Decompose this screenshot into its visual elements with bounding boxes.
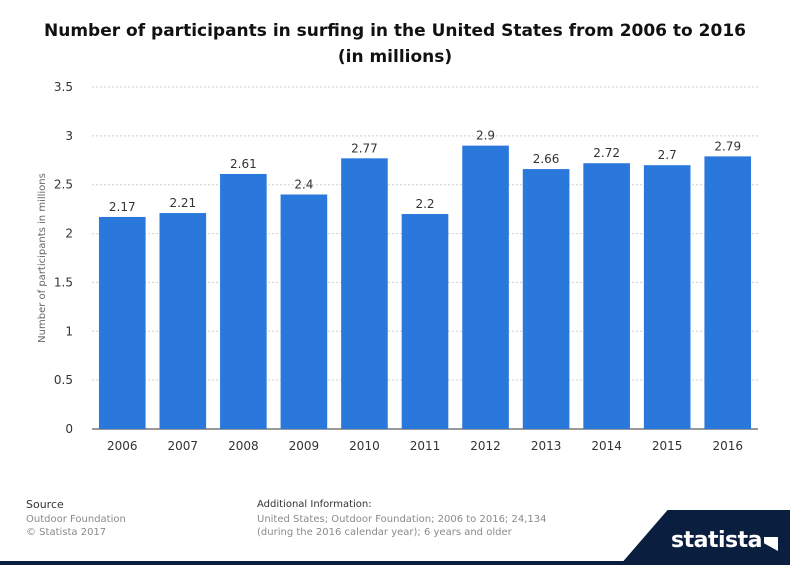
additional-info-line-1: United States; Outdoor Foundation; 2006 … [257,514,547,525]
bar-value-label: 2.17 [109,200,136,214]
bar [98,216,146,429]
y-tick-label: 3.5 [54,80,73,94]
x-tick-label: 2010 [349,439,380,453]
x-tick-label: 2008 [228,439,259,453]
bar [522,169,570,429]
brand-logo[interactable]: statista [671,528,762,553]
y-axis-label: Number of participants in millions [37,173,48,343]
y-tick-label: 1 [65,324,73,338]
bar [462,145,509,429]
y-tick-label: 0.5 [54,373,73,387]
additional-info-heading: Additional Information: [257,499,372,510]
additional-info-block: Additional Information: United States; O… [257,499,557,539]
y-tick-label: 2 [65,227,73,241]
x-tick-label: 2015 [652,439,683,453]
bar [401,214,449,429]
x-tick-label: 2009 [289,439,320,453]
bar-value-label: 2.61 [230,157,257,171]
source-block: Source Outdoor Foundation © Statista 201… [26,498,126,539]
chart-title: Number of participants in surfing in the… [44,21,746,67]
brand-wave [0,561,790,565]
bar-value-label: 2.66 [533,152,560,166]
bar [704,156,752,429]
bar [341,158,388,429]
bar-value-label: 2.7 [658,148,677,162]
bar-value-label: 2.77 [351,141,378,155]
bar [583,163,630,429]
x-tick-label: 2012 [470,439,501,453]
bar-value-label: 2.2 [415,197,434,211]
y-tick-label: 2.5 [54,178,73,192]
x-tick-label: 2016 [712,439,743,453]
bar [220,173,267,429]
x-tick-label: 2013 [531,439,562,453]
copyright: © Statista 2017 [26,527,107,538]
bar-value-label: 2.72 [593,146,620,160]
y-tick-label: 1.5 [54,275,73,289]
bar [280,194,328,429]
source-name[interactable]: Outdoor Foundation [26,514,126,525]
bar-chart: 0 0.5 1 1.5 2 2.5 3 3.5 Number of participants i… [37,80,758,453]
x-tick-label: 2014 [591,439,622,453]
bar-value-label: 2.79 [714,139,741,153]
bar [643,165,691,429]
source-heading: Source [26,498,64,511]
bar-value-label: 2.21 [169,196,196,210]
bar [159,213,207,429]
additional-info-line-2: (during the 2016 calendar year); 6 years… [257,527,512,538]
bar-value-label: 2.9 [476,129,495,143]
x-tick-label: 2007 [168,439,199,453]
x-tick-label: 2011 [410,439,441,453]
x-tick-label: 2006 [107,439,138,453]
y-tick-label: 3 [65,129,73,143]
y-tick-label: 0 [65,422,73,436]
bar-value-label: 2.4 [294,177,313,191]
